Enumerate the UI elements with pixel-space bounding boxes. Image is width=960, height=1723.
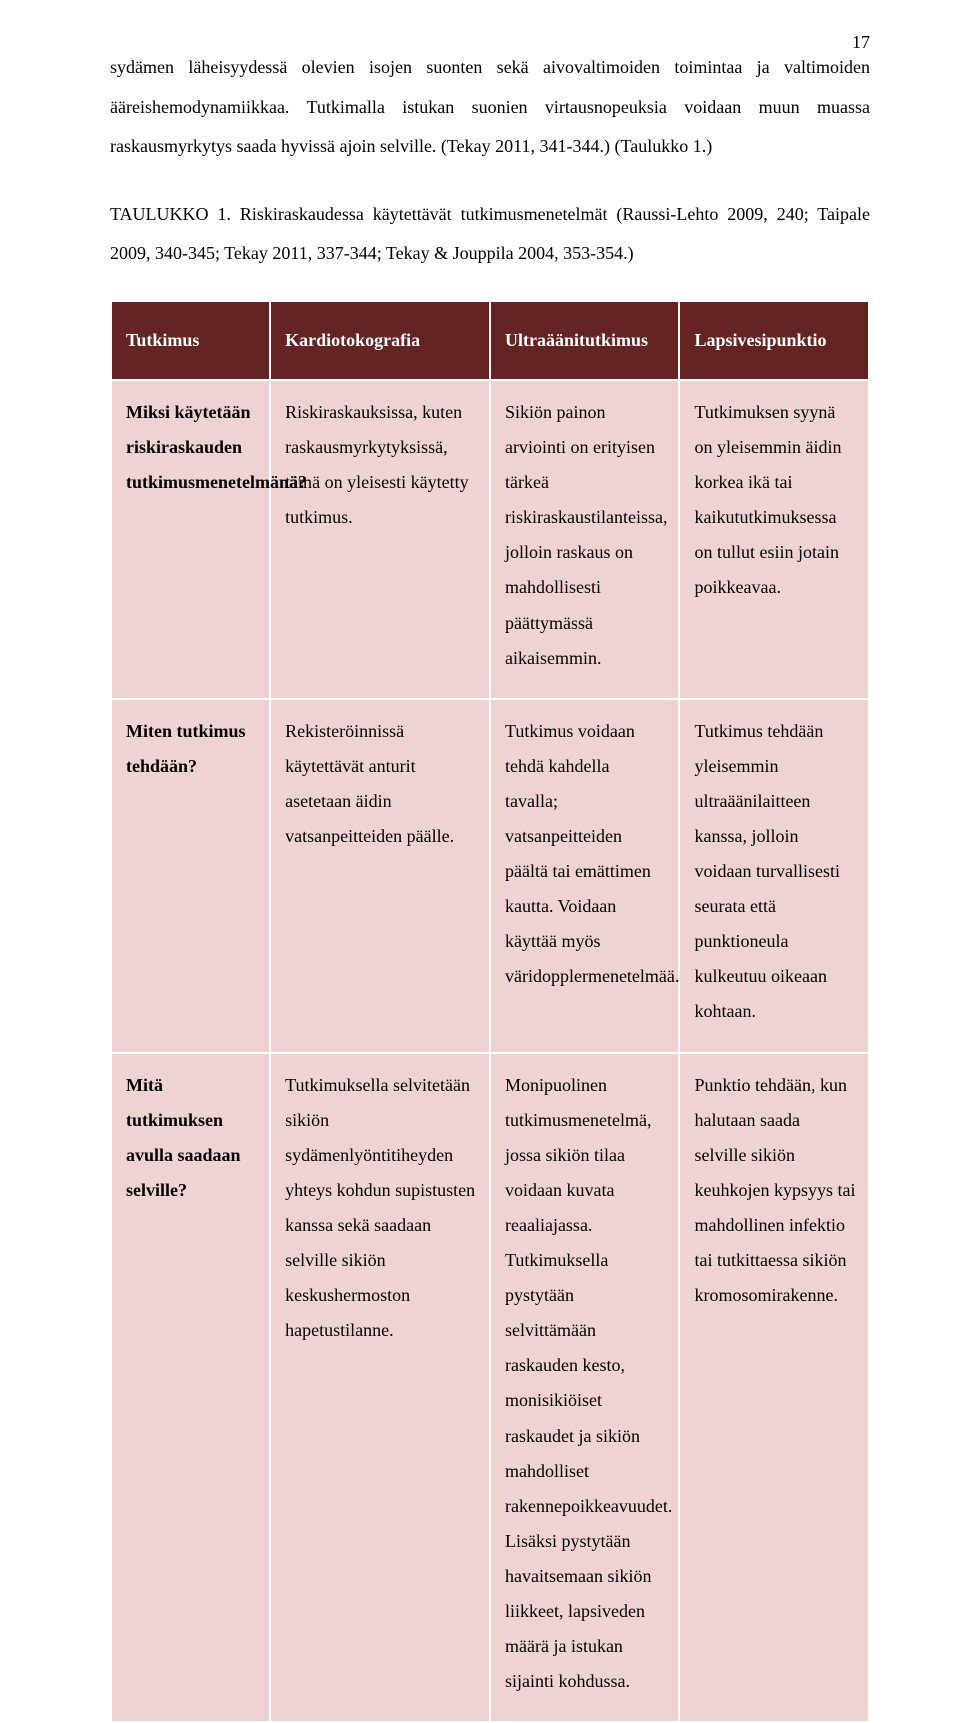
- paragraph-1: sydämen läheisyydessä olevien isojen suo…: [110, 48, 870, 167]
- th-lapsivesipunktio: Lapsivesipunktio: [679, 301, 869, 380]
- paragraph-2-table-caption: TAULUKKO 1. Riskiraskaudessa käytettävät…: [110, 195, 870, 274]
- cell-kardiotokografia: Tutkimuksella selvitetään sikiön sydämen…: [270, 1053, 490, 1723]
- th-tutkimus: Tutkimus: [111, 301, 270, 380]
- table-row: Miten tutkimus tehdään? Rekisteröinnissä…: [111, 699, 869, 1053]
- cell-lapsivesipunktio: Punktio tehdään, kun halutaan saada selv…: [679, 1053, 869, 1723]
- research-methods-table: Tutkimus Kardiotokografia Ultraäänitutki…: [110, 300, 870, 1723]
- row-label: Miten tutkimus tehdään?: [111, 699, 270, 1053]
- cell-lapsivesipunktio: Tutkimus tehdään yleisemmin ultraäänilai…: [679, 699, 869, 1053]
- cell-lapsivesipunktio: Tutkimuksen syynä on yleisemmin äidin ko…: [679, 380, 869, 699]
- cell-ultraaanitutkimus: Tutkimus voidaan tehdä kahdella tavalla;…: [490, 699, 680, 1053]
- row-label: Mitä tutkimuksen avulla saadaan selville…: [111, 1053, 270, 1723]
- table-row: Mitä tutkimuksen avulla saadaan selville…: [111, 1053, 869, 1723]
- cell-ultraaanitutkimus: Sikiön painon arviointi on erityisen tär…: [490, 380, 680, 699]
- th-ultraaanitutkimus: Ultraäänitutkimus: [490, 301, 680, 380]
- cell-kardiotokografia: Riskiraskauksissa, kuten raskausmyrkytyk…: [270, 380, 490, 699]
- th-kardiotokografia: Kardiotokografia: [270, 301, 490, 380]
- table-header-row: Tutkimus Kardiotokografia Ultraäänitutki…: [111, 301, 869, 380]
- page-number: 17: [852, 32, 870, 53]
- table-row: Miksi käytetään riskiraskauden tutkimusm…: [111, 380, 869, 699]
- cell-ultraaanitutkimus: Monipuolinen tutkimusmenetelmä, jossa si…: [490, 1053, 680, 1723]
- row-label: Miksi käytetään riskiraskauden tutkimusm…: [111, 380, 270, 699]
- cell-kardiotokografia: Rekisteröinnissä käytettävät anturit ase…: [270, 699, 490, 1053]
